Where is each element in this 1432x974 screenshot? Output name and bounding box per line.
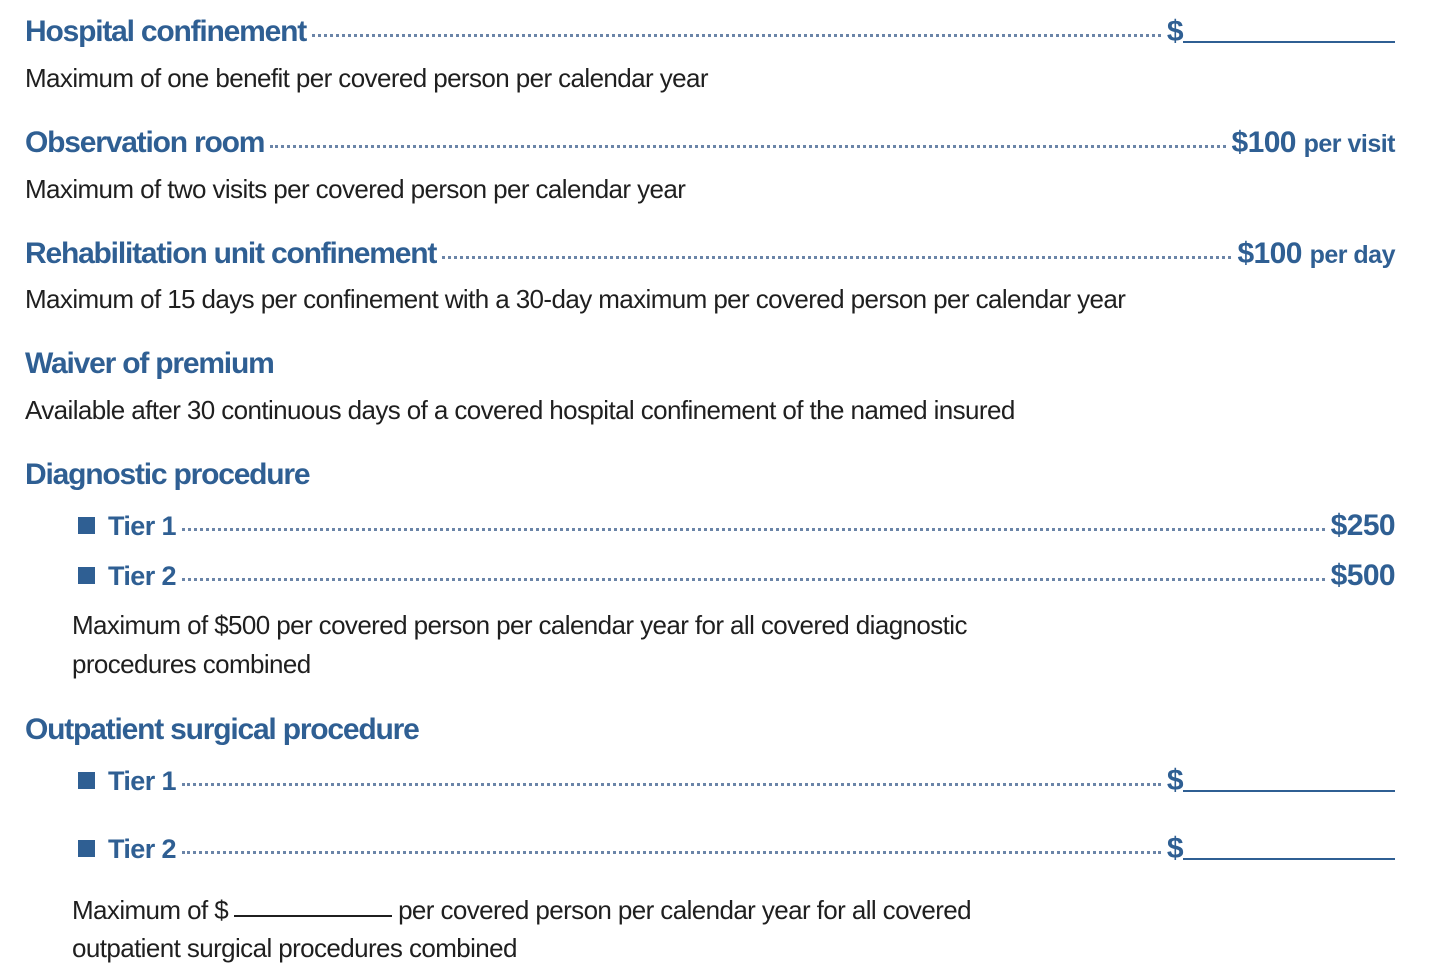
waiver-row: Waiver of premium: [25, 347, 275, 381]
outpatient-max-blank: [234, 915, 393, 917]
dot-leader: [442, 256, 1232, 259]
diagnostic-tier-1-amount: $250: [1330, 509, 1396, 542]
observation-room-row: Observation room $100 per visit: [25, 126, 1396, 160]
observation-room-title: Observation room: [25, 126, 265, 159]
observation-amount: $100 per visit: [1231, 126, 1396, 160]
outpatient-note-line-1: Maximum of $ per covered person per calen…: [72, 891, 972, 929]
rehab-title: Rehabilitation unit confinement: [25, 237, 437, 270]
square-bullet-icon: [78, 567, 95, 584]
square-bullet-icon: [78, 840, 95, 857]
outpatient-tier-2-label: Tier 2: [108, 834, 177, 864]
diagnostic-note-line-1: Maximum of $500 per covered person per c…: [72, 610, 967, 640]
diagnostic-note-line-2: procedures combined: [72, 649, 311, 679]
outpatient-tier-2-blank: [1183, 858, 1395, 860]
outpatient-note-part-a: Maximum of $: [72, 895, 229, 925]
outpatient-tier-1-amount: $: [1167, 764, 1395, 798]
diagnostic-tier-2-label: Tier 2: [108, 561, 177, 591]
outpatient-tier-1-blank: [1183, 790, 1395, 792]
outpatient-tier-1-prefix: $: [1166, 764, 1184, 797]
observation-amount-value: $100: [1231, 126, 1297, 159]
observation-amount-unit: per visit: [1303, 130, 1396, 158]
dot-leader: [181, 851, 1161, 854]
rehab-row: Rehabilitation unit confinement $100 per…: [25, 237, 1396, 271]
diagnostic-row: Diagnostic procedure: [25, 458, 311, 492]
rehab-amount-value: $100: [1237, 237, 1302, 270]
outpatient-tier-2-row: Tier 2 $: [78, 832, 1395, 866]
square-bullet-icon: [78, 517, 95, 534]
hospital-amount-prefix: $: [1166, 15, 1184, 48]
outpatient-tier-2-prefix: $: [1166, 832, 1184, 865]
dot-leader: [181, 783, 1161, 786]
diagnostic-tier-1-row: Tier 1 $250: [78, 509, 1396, 543]
outpatient-note-part-b: per covered person per calendar year for…: [398, 895, 972, 925]
outpatient-note-line-2: outpatient surgical procedures combined: [72, 933, 517, 963]
hospital-amount: $: [1167, 15, 1395, 49]
rehab-amount: $100 per day: [1237, 237, 1395, 271]
dot-leader: [181, 528, 1325, 531]
hospital-amount-blank: [1183, 41, 1395, 43]
hospital-confinement-note: Maximum of one benefit per covered perso…: [25, 63, 708, 93]
rehab-note: Maximum of 15 days per confinement with …: [25, 284, 1126, 314]
waiver-note: Available after 30 continuous days of a …: [25, 395, 1015, 425]
rehab-amount-unit: per day: [1309, 241, 1396, 269]
dot-leader: [181, 578, 1325, 581]
hospital-confinement-title: Hospital confinement: [25, 15, 307, 48]
outpatient-tier-2-amount: $: [1167, 832, 1395, 866]
outpatient-tier-1-label: Tier 1: [108, 766, 177, 796]
diagnostic-tier-1-label: Tier 1: [108, 511, 177, 541]
outpatient-title: Outpatient surgical procedure: [25, 713, 420, 746]
square-bullet-icon: [78, 772, 95, 789]
diagnostic-tier-2-row: Tier 2 $500: [78, 559, 1396, 593]
hospital-confinement-row: Hospital confinement $: [25, 15, 1395, 49]
dot-leader: [312, 34, 1161, 37]
outpatient-tier-1-row: Tier 1 $: [78, 764, 1395, 798]
observation-room-note: Maximum of two visits per covered person…: [25, 174, 686, 204]
waiver-title: Waiver of premium: [25, 347, 275, 380]
diagnostic-title: Diagnostic procedure: [25, 458, 311, 491]
diagnostic-tier-2-amount: $500: [1330, 559, 1396, 592]
outpatient-row: Outpatient surgical procedure: [25, 713, 420, 747]
dot-leader: [270, 145, 1226, 148]
